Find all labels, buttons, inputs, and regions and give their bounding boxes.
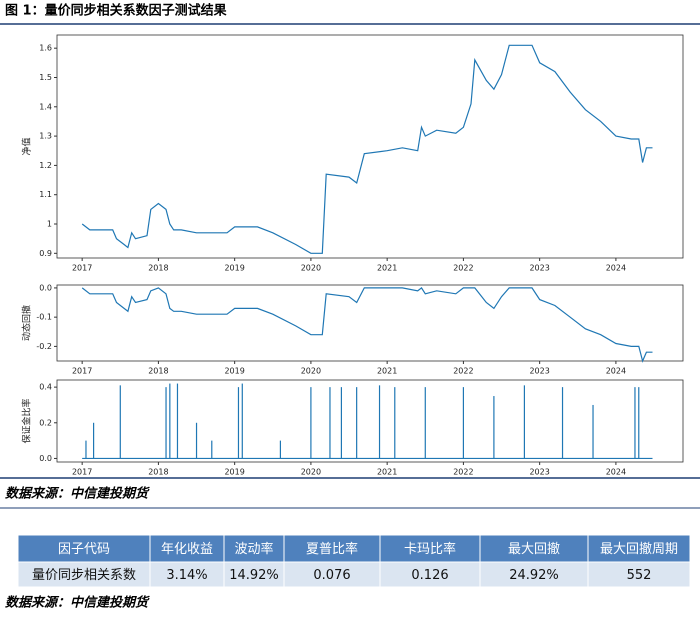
x-tick-label: 2023 (529, 264, 549, 273)
series-line (81, 287, 653, 363)
x-tick-label: 2020 (301, 264, 321, 273)
x-tick-label: 2022 (453, 468, 473, 477)
y-tick-label: 1.1 (39, 190, 52, 199)
header-text: 波动率 (234, 541, 273, 557)
plot-frame (56, 284, 684, 362)
y-tick-label: 0.0 (39, 454, 52, 463)
header-cell (587, 534, 691, 563)
header-text: 夏普比率 (306, 541, 358, 557)
x-tick-label: 2022 (453, 367, 473, 376)
y-tick-label: -0.1 (36, 313, 52, 322)
header-cell (379, 534, 481, 563)
y-tick-label: 0.2 (39, 418, 52, 427)
y-tick-label: 0.4 (39, 383, 52, 392)
source: 数据来源：中信建投期货 (5, 486, 150, 502)
header-cell (479, 534, 589, 563)
x-tick-label: 2018 (148, 468, 168, 477)
x-tick-label: 2020 (301, 367, 321, 376)
cell-text: 0.076 (313, 568, 350, 583)
y-axis-label: 净值 (21, 137, 33, 155)
x-tick-label: 2017 (72, 264, 92, 273)
header-cell (149, 534, 225, 563)
figure-title: 图 1：量价同步相关系数因子测试结果 (5, 3, 227, 19)
cell-text: 14.92% (229, 568, 279, 583)
header-text: 最大回撤 (508, 541, 560, 557)
x-tick-label: 2023 (529, 468, 549, 477)
plot-frame (56, 379, 684, 463)
plot-frame (56, 34, 684, 259)
cell (379, 561, 481, 588)
header-text: 因子代码 (58, 542, 110, 557)
cell (283, 561, 381, 588)
x-tick-label: 2017 (72, 468, 92, 477)
header-cell (17, 534, 151, 563)
cell-text: 24.92% (509, 568, 559, 583)
header-text: 卡玛比率 (404, 541, 456, 557)
y-tick-label: 1 (47, 220, 52, 229)
y-axis-label: 保证金比率 (21, 398, 33, 443)
y-tick-label: 0.9 (39, 249, 52, 258)
y-axis-label: 动态回撤 (21, 305, 33, 341)
y-tick-label: 1.2 (39, 161, 52, 170)
cell (587, 561, 691, 588)
x-tick-label: 2017 (72, 367, 92, 376)
x-tick-label: 2019 (224, 468, 244, 477)
header-text: 最大回撤周期 (600, 541, 678, 557)
cell (149, 561, 225, 588)
y-tick-label: 1.3 (39, 132, 52, 141)
x-tick-label: 2021 (377, 468, 397, 477)
y-tick-label: 0.0 (39, 283, 52, 292)
y-tick-label: 1.6 (39, 44, 52, 53)
cell-text: 552 (627, 568, 652, 583)
y-tick-label: -0.2 (36, 342, 52, 351)
x-tick-label: 2021 (377, 367, 397, 376)
cell-text: 0.126 (411, 568, 448, 583)
x-tick-label: 2024 (606, 264, 626, 273)
x-tick-label: 2020 (301, 468, 321, 477)
cell-text: 量价同步相关系数 (32, 568, 136, 583)
y-tick-label: 1.5 (39, 73, 52, 82)
table-source: 数据来源：中信建投期货 (5, 595, 150, 611)
x-tick-label: 2021 (377, 264, 397, 273)
cell (17, 561, 151, 588)
y-tick-label: 1.4 (39, 102, 52, 111)
x-tick-label: 2018 (148, 367, 168, 376)
x-tick-label: 2019 (224, 367, 244, 376)
x-tick-label: 2023 (529, 367, 549, 376)
x-tick-label: 2024 (606, 468, 626, 477)
x-tick-label: 2024 (606, 367, 626, 376)
x-tick-label: 2018 (148, 264, 168, 273)
x-tick-label: 2019 (224, 264, 244, 273)
series-line (81, 44, 653, 254)
cell-text: 3.14% (166, 568, 207, 583)
x-tick-label: 2022 (453, 264, 473, 273)
header-text: 年化收益 (161, 542, 213, 557)
